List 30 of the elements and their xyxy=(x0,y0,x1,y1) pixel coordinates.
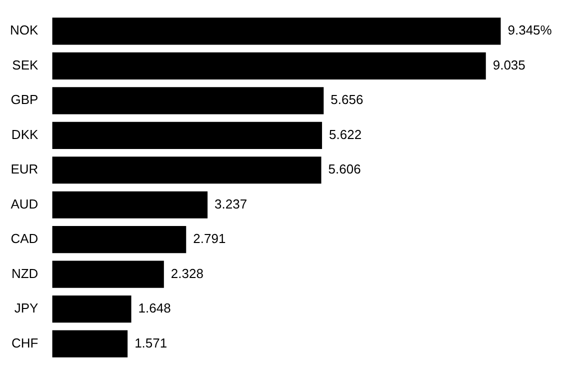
bar xyxy=(52,296,132,323)
bar xyxy=(52,260,164,288)
data-label: 5.656 xyxy=(330,92,364,108)
data-label: 1.571 xyxy=(134,335,168,350)
bar xyxy=(52,156,322,184)
y-tick-label: SEK xyxy=(12,57,38,72)
bar xyxy=(52,191,208,218)
data-label: 9.035 xyxy=(492,57,526,72)
data-label: 9.345% xyxy=(508,22,552,38)
bar xyxy=(52,330,128,358)
bar xyxy=(52,18,501,45)
y-tick-label: DKK xyxy=(11,126,38,142)
y-tick-label: CAD xyxy=(10,231,38,246)
data-label: 3.237 xyxy=(214,196,248,212)
data-label: 1.648 xyxy=(138,300,171,316)
bar xyxy=(52,87,324,114)
data-label: 2.328 xyxy=(170,266,204,281)
y-tick-label: GBP xyxy=(10,92,38,108)
bar xyxy=(52,52,486,80)
data-label: 5.606 xyxy=(328,162,361,177)
y-tick-label: NOK xyxy=(10,22,38,38)
y-tick-label: EUR xyxy=(10,162,38,177)
data-label: 5.622 xyxy=(329,126,362,142)
y-tick-label: JPY xyxy=(14,300,38,316)
y-tick-label: NZD xyxy=(11,266,38,281)
bar xyxy=(52,122,322,149)
y-tick-label: CHF xyxy=(11,335,38,350)
data-label: 2.791 xyxy=(193,231,226,246)
y-tick-label: AUD xyxy=(10,196,38,212)
bar xyxy=(52,226,186,254)
